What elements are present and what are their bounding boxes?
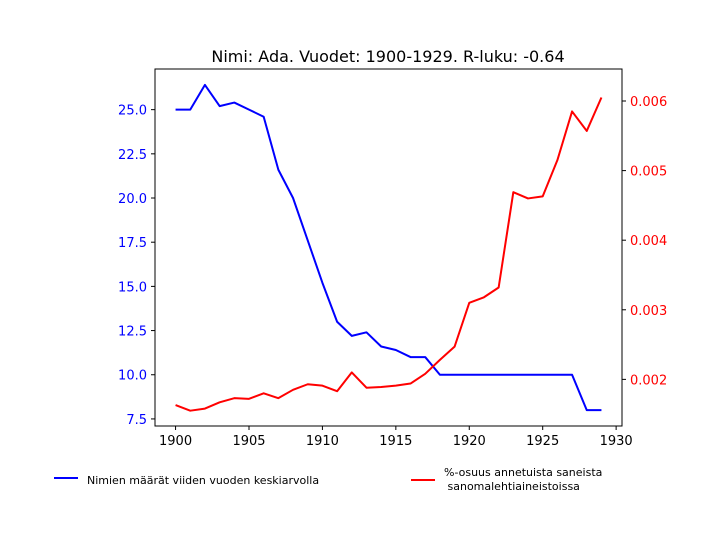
x-tick-label: 1915 [379,434,412,449]
series-line-blue [175,83,602,412]
x-tick-label: 1920 [453,434,486,449]
legend-label-blue: Nimien määrät viiden vuoden keskiarvolla [87,474,319,487]
right-y-tick-label: 0.002 [630,373,667,388]
right-y-tick-label: 0.005 [630,165,667,180]
left-y-tick-label: 22.5 [118,148,147,163]
left-y-tick-label: 10.0 [118,369,147,384]
left-y-tick-label: 25.0 [118,104,147,119]
legend-label-red: %-osuus annetuista saneista sanomalehtia… [444,466,606,493]
legend-label-red-line1: %-osuus annetuista saneista [444,466,602,479]
legend: Nimien määrät viiden vuoden keskiarvolla… [54,466,606,493]
chart-title: Nimi: Ada. Vuodet: 1900-1929. R-luku: -0… [211,47,564,66]
legend-label-red-line2: sanomalehtiaineistoissa [444,480,580,493]
right-y-tick-label: 0.006 [630,95,667,110]
right-y-tick-label: 0.004 [630,234,667,249]
left-y-tick-label: 20.0 [118,192,147,207]
series-line-red [175,97,603,412]
plot-frame [154,68,623,427]
left-y-tick-label: 7.5 [126,413,147,428]
x-tick-label: 1930 [600,434,633,449]
right-y-tick-label: 0.003 [630,304,667,319]
left-y-tick-label: 15.0 [118,280,147,295]
left-y-tick-label: 17.5 [118,236,147,251]
x-tick-label: 1910 [306,434,339,449]
plot-area: 1900 1905 1910 1915 1920 1925 1930 7.5 10.0 12.5 1… [118,83,667,449]
x-tick-label: 1905 [232,434,265,449]
left-y-tick-label: 12.5 [118,325,147,340]
x-tick-label: 1925 [526,434,559,449]
x-tick-label: 1900 [159,434,192,449]
